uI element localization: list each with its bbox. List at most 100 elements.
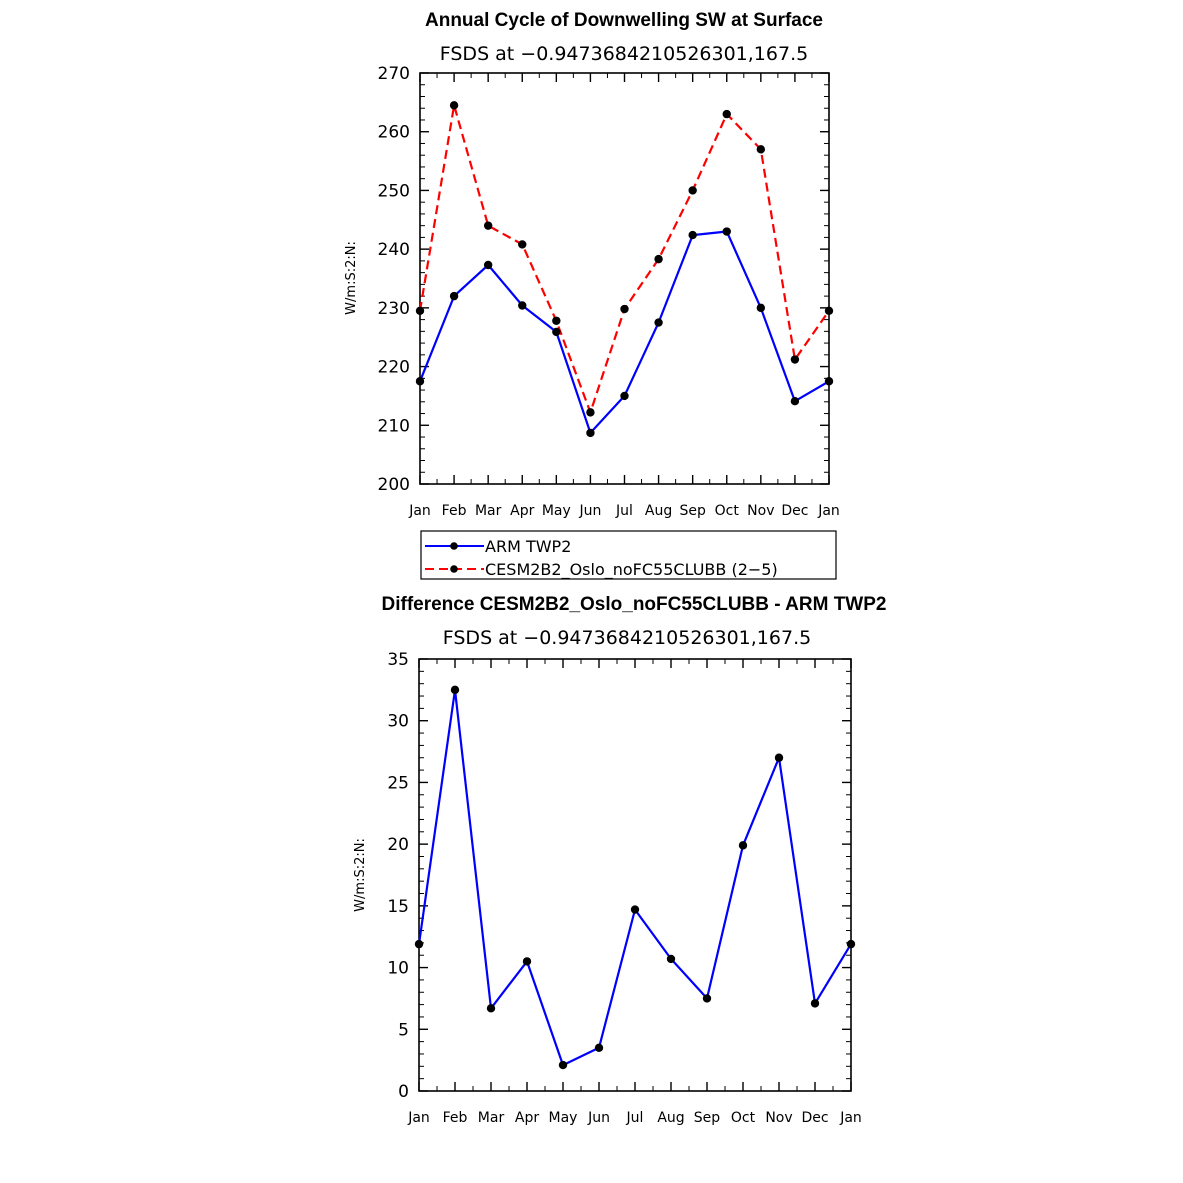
top-chart: Annual Cycle of Downwelling SW at Surfac…	[344, 10, 840, 580]
bottom-series-0-point	[630, 905, 640, 914]
top-series-0-point	[552, 327, 561, 337]
bottom-ytick-label: 20	[387, 835, 409, 855]
top-xtick-label: Oct	[715, 503, 740, 519]
top-xtick-label: Sep	[679, 503, 706, 519]
top-xtick-label: Aug	[645, 503, 672, 519]
top-xtick-label: Feb	[442, 503, 467, 519]
top-xtick-label: Jan	[408, 503, 431, 519]
bottom-chart-plot: 0 5 10 15 20 25 30 35 Jan Feb Mar Apr May Jun Jul Aug Se…	[387, 650, 861, 1126]
bottom-chart-subtitle: FSDS at −0.9473684210526301,167.5	[443, 627, 811, 649]
top-xtick-label: Apr	[510, 503, 534, 519]
bottom-series-0-point	[522, 957, 532, 966]
bottom-series-0-point	[450, 685, 460, 695]
top-series-line-1	[418, 104, 830, 414]
top-series-1-point	[722, 109, 731, 119]
top-ytick-label: 250	[378, 181, 410, 201]
bottom-xtick-label: Aug	[657, 1110, 684, 1126]
bottom-series-0-point	[558, 1060, 568, 1070]
top-xtick-label: Jul	[615, 503, 633, 519]
top-series-0-point	[756, 303, 766, 313]
bottom-xtick-label: Dec	[801, 1110, 828, 1126]
top-plot-frame	[419, 72, 830, 485]
top-xtick-label: Jun	[578, 503, 601, 519]
top-series-1-point	[790, 355, 800, 364]
legend-marker-arm	[450, 542, 458, 550]
top-xtick-label: May	[542, 503, 571, 519]
top-chart-title: Annual Cycle of Downwelling SW at Surfac…	[425, 10, 823, 31]
bottom-series-0-point	[594, 1043, 604, 1053]
top-series-0-point	[654, 318, 663, 327]
bottom-chart-title: Difference CESM2B2_Oslo_noFC55CLUBB - AR…	[382, 594, 887, 615]
bottom-xtick-label: Apr	[515, 1110, 539, 1126]
top-series-0-point	[586, 428, 595, 438]
top-series-1-point	[824, 306, 834, 315]
bottom-chart-ylabel: W/m:S:2:N:	[353, 838, 368, 912]
bottom-series-0-point	[702, 994, 712, 1003]
bottom-ytick-label: 15	[387, 897, 409, 917]
top-xtick-label: Jan	[817, 503, 840, 519]
top-xtick-label: Dec	[781, 503, 808, 519]
top-ytick-label: 240	[378, 240, 410, 260]
top-ytick-label: 230	[378, 299, 410, 319]
bottom-xtick-label: Jan	[407, 1110, 430, 1126]
top-chart-legend: ARM TWP2 CESM2B2_Oslo_noFC55CLUBB (2−5)	[420, 530, 837, 580]
top-chart-subtitle: FSDS at −0.9473684210526301,167.5	[440, 43, 808, 65]
bottom-series-0-point	[810, 999, 820, 1008]
bottom-series-0-point	[414, 939, 424, 949]
top-series-1-point	[756, 145, 766, 154]
bottom-xtick-label: Jun	[587, 1110, 610, 1126]
legend-box	[420, 530, 837, 580]
top-series-0-point	[722, 227, 731, 236]
top-ytick-label: 220	[378, 358, 410, 378]
bottom-series-line-0	[417, 688, 852, 1067]
bottom-series-0-point	[666, 954, 676, 964]
top-series-1-point	[620, 304, 629, 314]
top-series-1-point	[518, 240, 527, 249]
legend-marker-cesm	[450, 565, 458, 573]
bottom-series-0-point	[846, 939, 856, 949]
bottom-xtick-label: Nov	[765, 1110, 792, 1126]
bottom-ytick-label: 0	[398, 1082, 409, 1102]
top-series-1-point	[654, 254, 663, 264]
top-xtick-label: Nov	[747, 503, 774, 519]
bottom-series-0-point	[738, 841, 748, 850]
bottom-xtick-label: Mar	[478, 1110, 505, 1126]
top-series-0-point	[688, 230, 697, 240]
top-ytick-label: 200	[378, 475, 410, 495]
bottom-ytick-label: 25	[387, 773, 409, 793]
bottom-ytick-label: 35	[387, 650, 409, 670]
bottom-chart: Difference CESM2B2_Oslo_noFC55CLUBB - AR…	[353, 594, 886, 1126]
bottom-xtick-label: Jul	[626, 1110, 644, 1126]
bottom-xtick-label: Feb	[443, 1110, 468, 1126]
bottom-series-0-point	[774, 753, 784, 762]
legend-label-arm: ARM TWP2	[485, 537, 571, 556]
bottom-xtick-label: Sep	[694, 1110, 721, 1126]
top-xtick-label: Mar	[475, 503, 502, 519]
top-series-0-point	[483, 260, 493, 270]
top-chart-plot: 200 210 220 230 240 250 260 270 Jan Feb Mar Apr May J…	[378, 64, 840, 519]
bottom-xtick-label: May	[549, 1110, 578, 1126]
top-series-0-point	[518, 301, 527, 310]
top-series-1-point	[552, 316, 561, 325]
bottom-plot-frame	[418, 658, 852, 1092]
bottom-ytick-label: 5	[398, 1020, 409, 1040]
top-series-1-point	[449, 101, 459, 110]
top-ytick-label: 260	[378, 123, 410, 143]
bottom-ytick-label: 10	[387, 959, 409, 979]
top-series-0-point	[620, 391, 629, 401]
legend-label-cesm: CESM2B2_Oslo_noFC55CLUBB (2−5)	[485, 560, 778, 580]
top-series-1-point	[688, 186, 697, 195]
top-ytick-label: 210	[378, 416, 410, 436]
top-series-0-point	[824, 377, 834, 386]
top-series-1-point	[586, 408, 595, 417]
top-series-1-point	[415, 306, 425, 315]
bottom-ytick-label: 30	[387, 712, 409, 732]
bottom-xtick-label: Oct	[731, 1110, 756, 1126]
top-ytick-label: 270	[378, 64, 410, 84]
bottom-series-0-point	[486, 1004, 496, 1013]
top-series-line-0	[418, 230, 830, 434]
bottom-xtick-label: Jan	[839, 1110, 862, 1126]
top-series-0-point	[449, 291, 459, 301]
top-series-1-point	[483, 221, 493, 230]
